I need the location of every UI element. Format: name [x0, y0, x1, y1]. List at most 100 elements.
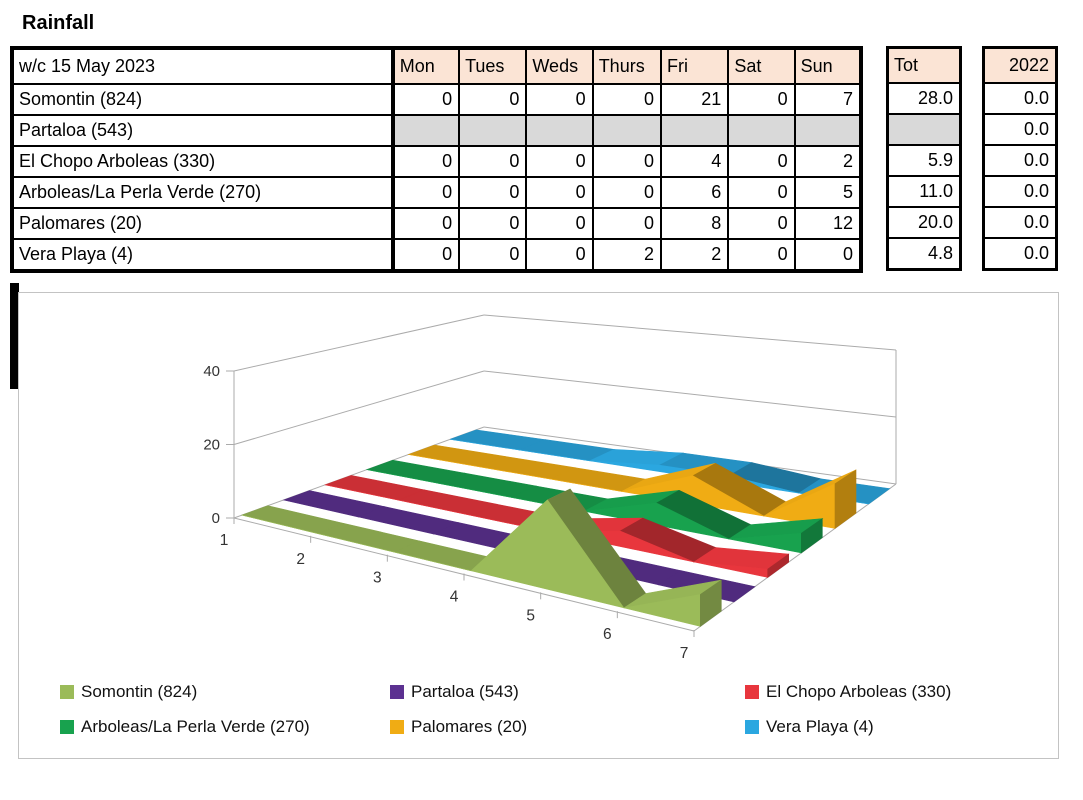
day-value-cell[interactable]: 0 — [391, 207, 461, 240]
day-value-cell[interactable]: 0 — [458, 145, 528, 178]
day-value-cell[interactable] — [659, 114, 730, 147]
day-value-cell[interactable]: 4 — [659, 145, 730, 178]
tot-value-cell[interactable] — [886, 113, 962, 146]
year-value-cell[interactable]: 0.0 — [982, 206, 1058, 239]
day-value-cell[interactable]: 0 — [525, 145, 594, 178]
day-value-cell[interactable]: 2 — [659, 238, 730, 272]
legend-item[interactable]: Partaloa (543) — [390, 682, 745, 702]
day-value-cell[interactable]: 0 — [458, 238, 528, 272]
day-value-cell[interactable]: 0 — [591, 145, 663, 178]
day-value-cell[interactable] — [391, 114, 461, 147]
year-header-row: 2022 — [982, 46, 1058, 84]
day-value-cell[interactable]: 0 — [591, 207, 663, 240]
table-row: Vera Playa (4) 0 0 0 2 2 0 0 — [11, 238, 863, 272]
legend-item[interactable]: Palomares (20) — [390, 717, 745, 737]
year-value-cell[interactable]: 0.0 — [982, 175, 1058, 208]
category-axis-label: 3 — [373, 570, 382, 587]
day-value-cell[interactable] — [525, 114, 594, 147]
day-value-cell[interactable]: 0 — [727, 145, 796, 178]
day-value-cell[interactable]: 0 — [458, 176, 528, 209]
day-value-cell[interactable]: 0 — [391, 83, 461, 116]
legend-item[interactable]: Vera Playa (4) — [745, 717, 951, 737]
page-title: Rainfall — [22, 12, 95, 34]
day-header-mon[interactable]: Mon — [391, 47, 461, 85]
day-value-cell[interactable]: 0 — [391, 238, 461, 272]
year-value-cell[interactable]: 0.0 — [982, 113, 1058, 146]
day-value-cell[interactable] — [727, 114, 796, 147]
legend-label: Somontin (824) — [81, 682, 198, 701]
day-value-cell[interactable]: 7 — [793, 83, 863, 116]
rainfall-chart-object[interactable]: 0 20 40 1 2 3 4 5 6 7 Somontin (824) Partaloa (543… — [18, 292, 1059, 759]
tot-value-cell[interactable]: 4.8 — [886, 237, 962, 271]
day-value-cell[interactable]: 6 — [659, 176, 730, 209]
tot-value-cell[interactable]: 11.0 — [886, 175, 962, 208]
day-value-cell[interactable]: 0 — [591, 83, 663, 116]
day-value-cell[interactable]: 5 — [793, 176, 863, 209]
year-value-cell[interactable]: 0.0 — [982, 144, 1058, 177]
chart-3d-area: 0 20 40 1 2 3 4 5 6 7 — [203, 314, 897, 662]
day-value-cell[interactable] — [458, 114, 528, 147]
chart-legend: Somontin (824) Partaloa (543) El Chopo Arb… — [60, 682, 951, 737]
legend-label: Arboleas/La Perla Verde (270) — [81, 717, 310, 736]
day-value-cell[interactable]: 12 — [793, 207, 863, 240]
day-value-cell[interactable] — [591, 114, 663, 147]
day-value-cell[interactable]: 0 — [525, 83, 594, 116]
day-value-cell[interactable]: 2 — [591, 238, 663, 272]
day-value-cell[interactable]: 0 — [591, 176, 663, 209]
day-value-cell[interactable]: 0 — [793, 238, 863, 272]
totals-header-row: Tot — [886, 46, 962, 84]
legend-item[interactable]: Somontin (824) — [60, 682, 390, 702]
day-value-cell[interactable] — [793, 114, 863, 147]
year-header-cell[interactable]: 2022 — [982, 46, 1058, 84]
day-header-weds[interactable]: Weds — [525, 47, 594, 85]
back-wall-gridline — [483, 314, 897, 351]
day-value-cell[interactable]: 0 — [391, 176, 461, 209]
station-label-cell[interactable]: Arboleas/La Perla Verde (270) — [11, 176, 395, 209]
floor-left-edge — [233, 426, 485, 519]
day-header-tues[interactable]: Tues — [458, 47, 528, 85]
legend-item[interactable]: Arboleas/La Perla Verde (270) — [60, 717, 390, 737]
day-value-cell[interactable]: 0 — [458, 83, 528, 116]
station-label-cell[interactable]: El Chopo Arboleas (330) — [11, 145, 395, 178]
day-value-cell[interactable]: 0 — [727, 83, 796, 116]
day-value-cell[interactable]: 0 — [458, 207, 528, 240]
day-header-sat[interactable]: Sat — [727, 47, 796, 85]
day-value-cell[interactable]: 0 — [727, 238, 796, 272]
legend-swatch — [745, 685, 759, 699]
category-axis-label: 1 — [220, 532, 229, 549]
totals-row: 11.0 — [886, 175, 962, 208]
totals-table: Tot 28.0 5.9 11.0 20.0 4.8 — [886, 46, 962, 271]
day-value-cell[interactable]: 21 — [659, 83, 730, 116]
value-axis-label: 40 — [203, 363, 220, 380]
legend-swatch — [60, 685, 74, 699]
day-value-cell[interactable]: 2 — [793, 145, 863, 178]
year-value-cell[interactable]: 0.0 — [982, 237, 1058, 271]
week-label-cell[interactable]: w/c 15 May 2023 — [11, 47, 395, 85]
station-label-cell[interactable]: Somontin (824) — [11, 83, 395, 116]
day-header-fri[interactable]: Fri — [659, 47, 730, 85]
day-value-cell[interactable]: 0 — [727, 207, 796, 240]
series-end-cap — [767, 553, 790, 578]
day-value-cell[interactable]: 0 — [727, 176, 796, 209]
day-header-thurs[interactable]: Thurs — [591, 47, 663, 85]
day-value-cell[interactable]: 0 — [391, 145, 461, 178]
table-row: El Chopo Arboleas (330) 0 0 0 0 4 0 2 — [11, 145, 863, 178]
day-value-cell[interactable]: 0 — [525, 176, 594, 209]
station-label-cell[interactable]: Vera Playa (4) — [11, 238, 395, 272]
year-value-cell[interactable]: 0.0 — [982, 82, 1058, 115]
day-header-sun[interactable]: Sun — [793, 47, 863, 85]
legend-label: Palomares (20) — [411, 717, 528, 736]
day-value-cell[interactable]: 8 — [659, 207, 730, 240]
tot-value-cell[interactable]: 28.0 — [886, 82, 962, 115]
legend-label: Partaloa (543) — [411, 682, 519, 701]
value-axis-label: 20 — [203, 437, 220, 454]
table-row: Arboleas/La Perla Verde (270) 0 0 0 0 6 0 5 — [11, 176, 863, 209]
day-value-cell[interactable]: 0 — [525, 207, 594, 240]
tot-value-cell[interactable]: 20.0 — [886, 206, 962, 239]
station-label-cell[interactable]: Palomares (20) — [11, 207, 395, 240]
legend-item[interactable]: El Chopo Arboleas (330) — [745, 682, 951, 702]
day-value-cell[interactable]: 0 — [525, 238, 594, 272]
tot-value-cell[interactable]: 5.9 — [886, 144, 962, 177]
tot-header-cell[interactable]: Tot — [886, 46, 962, 84]
station-label-cell[interactable]: Partaloa (543) — [11, 114, 395, 147]
